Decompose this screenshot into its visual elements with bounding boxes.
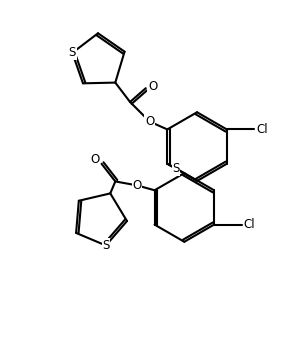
Text: Cl: Cl	[256, 123, 268, 136]
Text: O: O	[145, 115, 154, 128]
Text: S: S	[102, 239, 110, 252]
Text: O: O	[90, 153, 99, 166]
Text: O: O	[132, 179, 141, 192]
Text: S: S	[172, 162, 179, 175]
Text: S: S	[69, 46, 76, 59]
Text: O: O	[148, 80, 157, 93]
Text: Cl: Cl	[244, 218, 255, 231]
